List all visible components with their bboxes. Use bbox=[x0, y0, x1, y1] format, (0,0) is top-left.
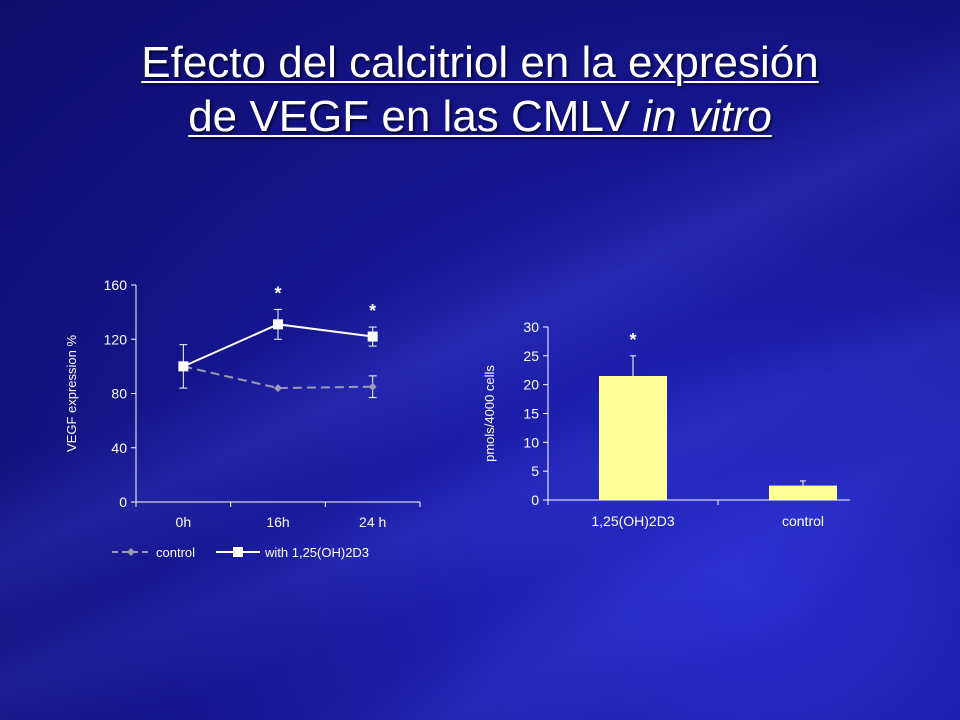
y-tick-label: 5 bbox=[531, 463, 539, 479]
control-point-marker bbox=[274, 384, 282, 393]
x-tick-label: 24 h bbox=[359, 514, 386, 530]
y-axis-label: VEGF expression % bbox=[64, 335, 79, 452]
with-point-marker bbox=[178, 361, 189, 372]
x-tick-label: control bbox=[782, 513, 824, 529]
title-line-1: Efecto del calcitriol en la expresión bbox=[141, 38, 819, 87]
y-tick-label: 160 bbox=[104, 277, 128, 293]
significance-asterisk: * bbox=[629, 330, 636, 350]
y-tick-label: 80 bbox=[111, 386, 127, 402]
series-line-0 bbox=[183, 365, 373, 390]
y-axis-label: pmols/4000 cells bbox=[482, 365, 497, 462]
slide-title: Efecto del calcitriol en la expresión de… bbox=[0, 36, 960, 144]
x-tick-label: 1,25(OH)2D3 bbox=[591, 513, 674, 529]
legend-with-marker bbox=[233, 547, 243, 557]
vegf-line-chart: 0 40 80 120 160 0h 16h 24 h VEGF expression % * * c… bbox=[64, 277, 421, 560]
with-point-marker bbox=[273, 319, 283, 330]
control-point-marker bbox=[368, 382, 377, 391]
y-tick-label: 10 bbox=[523, 434, 539, 450]
significance-asterisk: * bbox=[274, 283, 281, 303]
x-tick-label: 0h bbox=[176, 514, 192, 530]
y-tick-label: 0 bbox=[531, 492, 539, 508]
vegf-bar-chart: 0 5 10 15 20 25 30 pmols/4000 cells 1,25(OH)2D3 c… bbox=[482, 319, 850, 529]
title-line-2: de VEGF en las CMLV in vitro bbox=[0, 90, 960, 144]
y-tick-label: 25 bbox=[523, 348, 539, 364]
y-tick-label: 120 bbox=[104, 331, 128, 347]
legend-control-label: control bbox=[156, 545, 195, 560]
y-tick-label: 20 bbox=[523, 377, 539, 393]
with-point-marker bbox=[367, 331, 378, 342]
y-tick-label: 40 bbox=[111, 440, 127, 456]
bar-0 bbox=[599, 376, 667, 500]
y-tick-label: 0 bbox=[119, 494, 127, 510]
title-line-2-text: de VEGF en las CMLV bbox=[188, 92, 643, 141]
y-tick-label: 15 bbox=[523, 406, 539, 422]
x-tick-label: 16h bbox=[266, 514, 289, 530]
bar-1 bbox=[769, 485, 837, 500]
significance-asterisk: * bbox=[369, 301, 376, 321]
legend-control-marker bbox=[127, 548, 135, 556]
title-line-2-italic: in vitro bbox=[642, 92, 772, 141]
legend-with-label: with 1,25(OH)2D3 bbox=[264, 545, 369, 560]
y-tick-label: 30 bbox=[523, 319, 539, 335]
